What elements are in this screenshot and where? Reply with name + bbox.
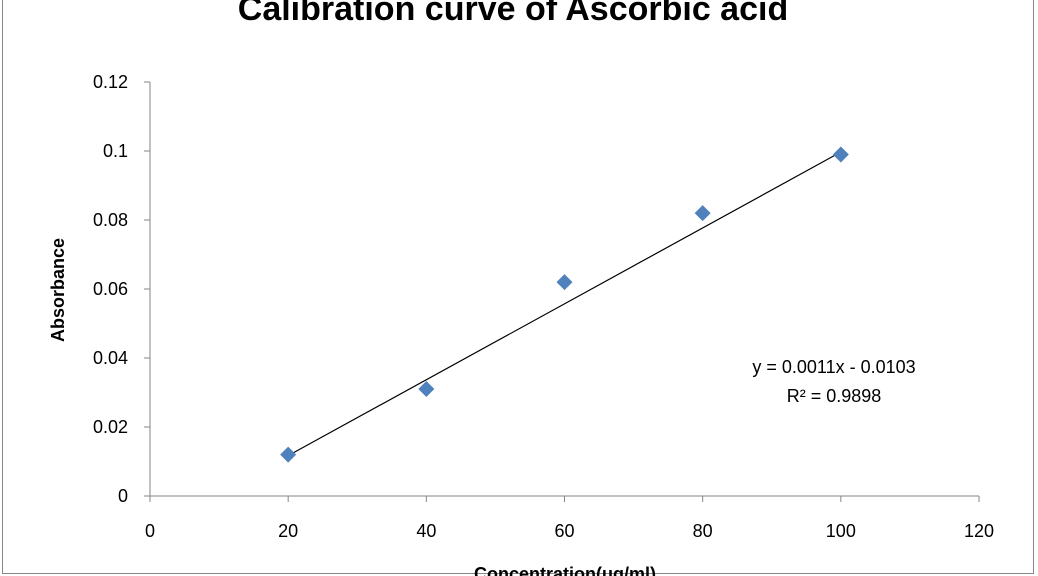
chart-title: Calibration curve of Ascorbic acid xyxy=(238,0,788,28)
x-axis-label: Concentration(ug/ml) xyxy=(474,564,656,576)
y-tick-label: 0.12 xyxy=(93,72,128,92)
x-tick-label: 120 xyxy=(964,521,994,541)
data-point xyxy=(556,274,573,291)
data-points xyxy=(280,146,849,463)
y-tick-label: 0 xyxy=(118,486,128,506)
data-point xyxy=(418,381,435,398)
x-tick-label: 80 xyxy=(693,521,713,541)
data-point xyxy=(280,446,297,463)
trendline-r-squared: R² = 0.9898 xyxy=(787,386,882,406)
y-tick-label: 0.02 xyxy=(93,417,128,437)
trendline-equation: y = 0.0011x - 0.0103 xyxy=(752,357,915,377)
x-tick-label: 100 xyxy=(826,521,856,541)
y-tick-label: 0.1 xyxy=(103,141,128,161)
y-tick-label: 0.06 xyxy=(93,279,128,299)
x-tick-label: 20 xyxy=(278,521,298,541)
axes: 0 0.02 0.04 0.06 0.08 0.1 0.12 0 20 40 60 80 100 120 xyxy=(93,72,994,541)
y-tick-label: 0.04 xyxy=(93,348,128,368)
y-axis-label: Absorbance xyxy=(48,238,68,342)
y-tick-label: 0.08 xyxy=(93,210,128,230)
trendline-group xyxy=(287,151,842,457)
x-tick-label: 60 xyxy=(554,521,574,541)
data-point xyxy=(832,146,849,163)
x-tick-label: 40 xyxy=(416,521,436,541)
data-point xyxy=(694,205,711,222)
trendline xyxy=(287,151,842,457)
x-tick-label: 0 xyxy=(145,521,155,541)
